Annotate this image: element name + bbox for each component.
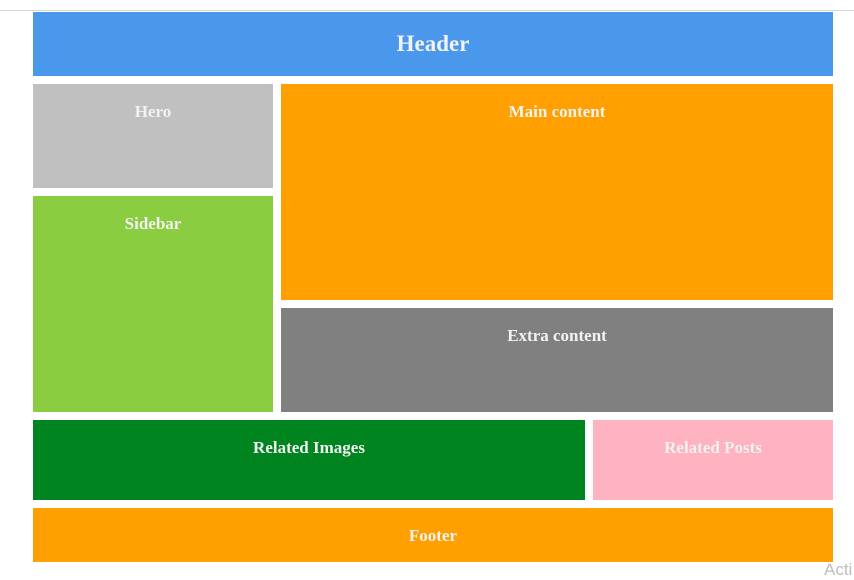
related-images-label: Related Images <box>253 438 365 457</box>
hero-area: Hero <box>33 84 273 188</box>
watermark-text: Acti <box>824 560 853 579</box>
page-top-border <box>0 10 854 11</box>
related-images-area: Related Images <box>33 420 585 500</box>
main-content-area: Main content <box>281 84 833 300</box>
sidebar-area: Sidebar <box>33 196 273 412</box>
grid-layout: Header Hero Main content Sidebar Extra c… <box>33 12 833 562</box>
extra-content-area: Extra content <box>281 308 833 412</box>
footer-label: Footer <box>408 526 458 545</box>
header-area: Header <box>33 12 833 76</box>
main-content-label: Main content <box>508 102 606 121</box>
extra-content-label: Extra content <box>507 326 607 345</box>
header-label: Header <box>396 31 470 56</box>
related-posts-area: Related Posts <box>593 420 833 500</box>
related-posts-label: Related Posts <box>664 438 762 457</box>
sidebar-label: Sidebar <box>124 214 182 233</box>
footer-area: Footer <box>33 508 833 562</box>
hero-label: Hero <box>134 102 172 121</box>
